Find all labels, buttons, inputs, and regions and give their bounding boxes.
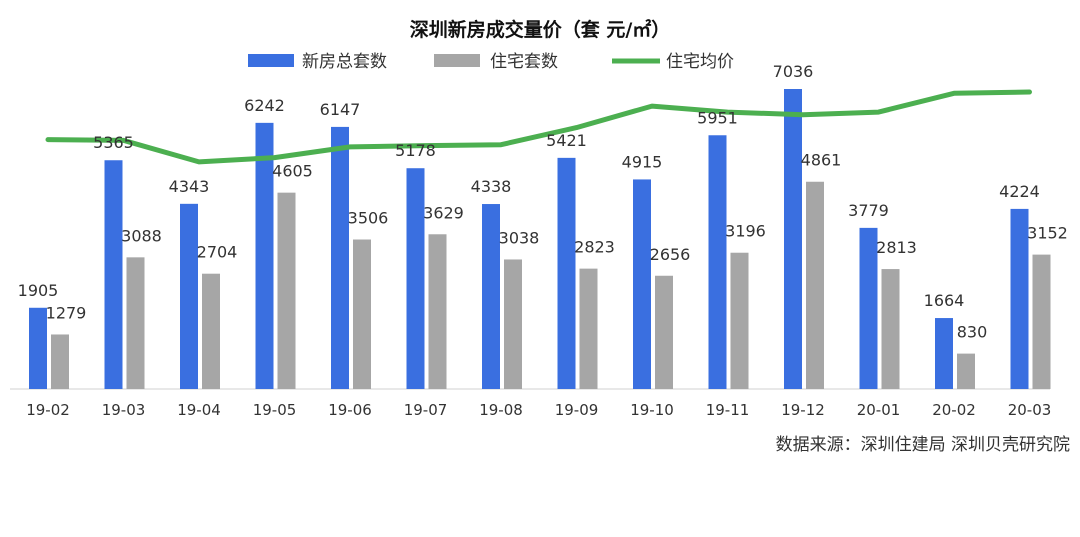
x-tick-19-02: 19-02 [26, 401, 70, 419]
bar-residential-19-10 [655, 275, 673, 389]
x-tick-19-12: 19-12 [781, 401, 825, 419]
data-label-residential-19-12: 4861 [801, 151, 842, 170]
data-label-total-20-03: 4224 [999, 182, 1040, 201]
bar-residential-19-09 [579, 268, 598, 389]
data-labels: 1905 1279 5365 3088 4343 2704 6242 4605 6147 3506… [18, 62, 1068, 342]
legend-label-residential: 住宅套数 [490, 52, 558, 72]
bars [29, 89, 1051, 389]
data-label-total-19-09: 5421 [546, 131, 587, 150]
bar-total-19-11 [708, 135, 727, 389]
data-label-total-19-06: 6147 [320, 100, 361, 119]
data-label-total-19-03: 5365 [93, 133, 134, 152]
bar-residential-19-04 [202, 273, 220, 389]
x-tick-19-11: 19-11 [706, 401, 750, 419]
data-label-residential-19-03: 3088 [121, 226, 162, 245]
bar-residential-19-12 [806, 181, 824, 389]
bar-total-20-01 [859, 227, 878, 389]
x-tick-19-10: 19-10 [630, 401, 674, 419]
bar-total-19-10 [633, 179, 651, 389]
chart-title: 深圳新房成交量价（套 元/㎡） [410, 18, 671, 41]
bar-total-19-04 [180, 203, 198, 389]
bar-residential-19-11 [730, 252, 749, 389]
data-label-total-20-01: 3779 [848, 201, 889, 220]
bar-residential-20-02 [957, 353, 975, 389]
data-label-total-19-07: 5178 [395, 141, 436, 160]
legend: 新房总套数 住宅套数 住宅均价 [248, 52, 734, 72]
bar-total-19-03 [104, 160, 123, 389]
data-label-residential-19-02: 1279 [46, 303, 87, 322]
bar-total-19-05 [255, 122, 274, 389]
data-label-residential-20-02: 830 [957, 323, 988, 342]
data-label-residential-20-03: 3152 [1027, 224, 1068, 243]
source-note: 数据来源：深圳住建局 深圳贝壳研究院 [776, 435, 1070, 455]
data-label-residential-19-10: 2656 [650, 245, 691, 264]
line-layer [45, 89, 1032, 165]
x-tick-20-01: 20-01 [857, 401, 901, 419]
bar-residential-20-03 [1032, 254, 1051, 389]
bar-residential-19-05 [277, 192, 296, 389]
data-label-total-19-08: 4338 [471, 177, 512, 196]
data-label-residential-19-08: 3038 [499, 228, 540, 247]
bar-total-19-09 [557, 157, 576, 389]
data-label-total-19-10: 4915 [622, 152, 663, 171]
line-avg-price [45, 89, 1032, 165]
bar-residential-19-06 [353, 239, 371, 389]
data-label-residential-19-11: 3196 [725, 222, 766, 241]
x-tick-19-04: 19-04 [177, 401, 221, 419]
x-tick-19-06: 19-06 [328, 401, 372, 419]
data-label-total-20-02: 1664 [924, 291, 965, 310]
data-label-total-19-05: 6242 [244, 96, 285, 115]
x-tick-19-07: 19-07 [404, 401, 448, 419]
bar-residential-19-08 [504, 259, 522, 389]
bar-total-19-08 [482, 204, 500, 389]
x-tick-20-02: 20-02 [932, 401, 976, 419]
data-label-residential-19-06: 3506 [348, 209, 389, 228]
data-label-residential-19-05: 4605 [272, 162, 313, 181]
bar-residential-19-02 [51, 334, 69, 389]
bar-total-19-12 [784, 89, 802, 389]
legend-label-total: 新房总套数 [302, 52, 387, 72]
data-label-total-19-12: 7036 [773, 62, 814, 81]
bar-total-19-07 [406, 168, 425, 389]
x-tick-19-03: 19-03 [102, 401, 146, 419]
x-tick-labels: 19-02 19-03 19-04 19-05 19-06 19-07 19-08 19-09… [26, 401, 1051, 419]
bar-residential-20-01 [881, 269, 900, 389]
bar-residential-19-07 [428, 234, 447, 389]
x-tick-19-05: 19-05 [253, 401, 297, 419]
legend-swatch-residential [434, 54, 480, 67]
bar-total-20-02 [935, 318, 953, 389]
data-label-residential-19-07: 3629 [423, 203, 464, 222]
data-label-residential-19-09: 2823 [574, 238, 615, 257]
x-tick-19-08: 19-08 [479, 401, 523, 419]
legend-swatch-total [248, 54, 294, 67]
legend-label-avg-price: 住宅均价 [666, 52, 734, 72]
bar-residential-19-03 [126, 257, 145, 389]
data-label-residential-20-01: 2813 [876, 238, 917, 257]
bar-total-19-02 [29, 307, 47, 389]
data-label-total-19-04: 4343 [169, 177, 210, 196]
x-tick-20-03: 20-03 [1008, 401, 1052, 419]
data-label-total-19-11: 5951 [697, 108, 738, 127]
bar-total-19-06 [331, 126, 349, 389]
bar-total-20-03 [1010, 208, 1029, 389]
x-tick-19-09: 19-09 [555, 401, 599, 419]
data-label-total-19-02: 1905 [18, 281, 59, 300]
data-label-residential-19-04: 2704 [197, 243, 238, 262]
